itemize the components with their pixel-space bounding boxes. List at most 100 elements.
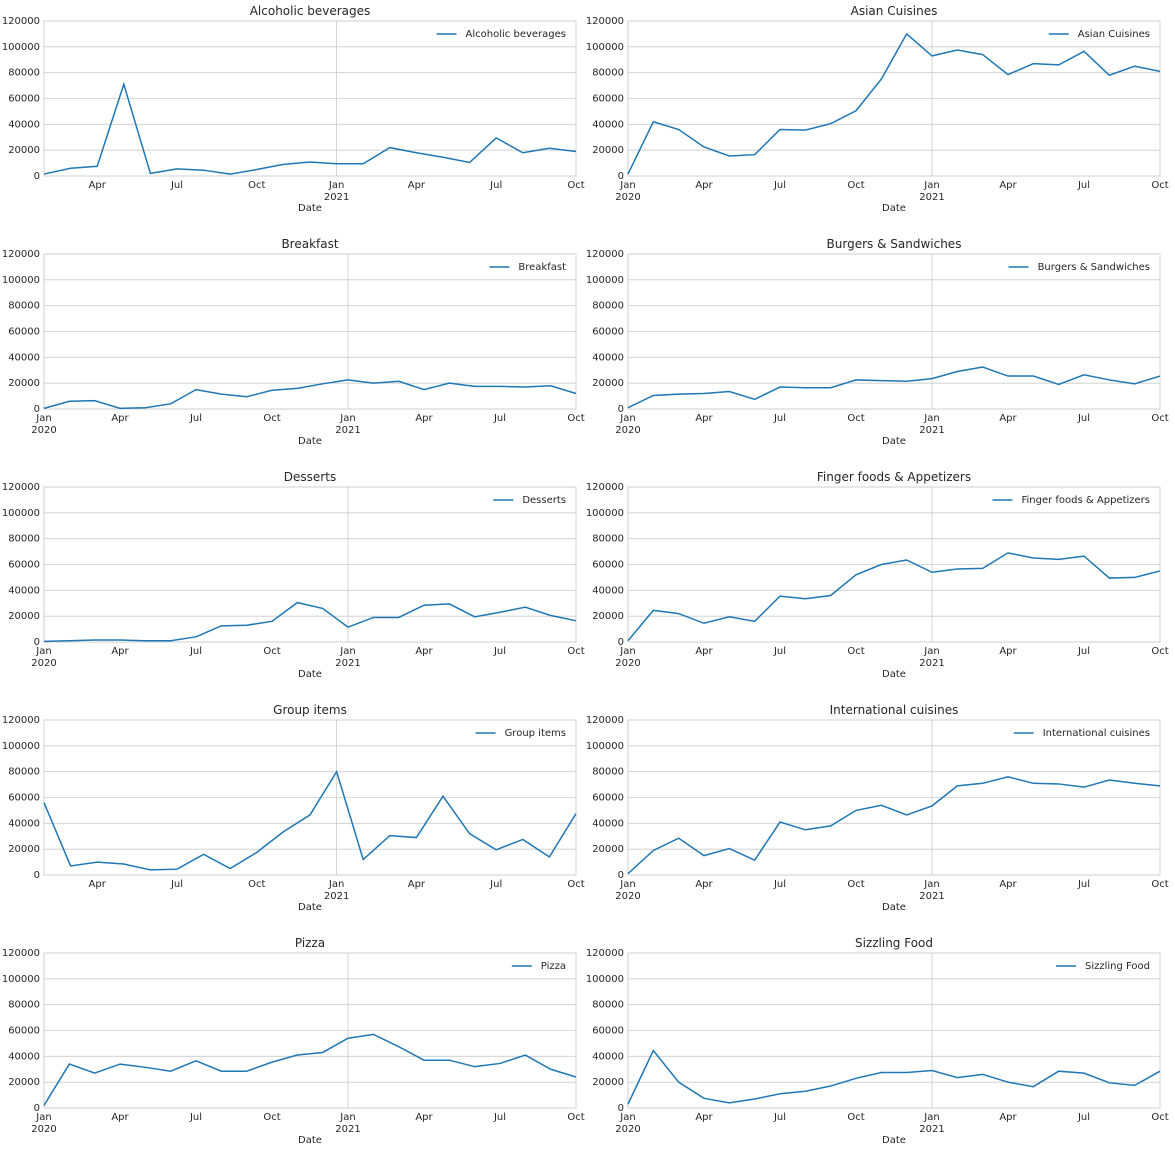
subplot-title: Alcoholic beverages xyxy=(250,4,371,18)
axes-frame xyxy=(43,486,577,643)
y-tick-label: 80000 xyxy=(592,767,624,778)
axes-frame xyxy=(627,952,1161,1109)
y-tick-label: 100000 xyxy=(2,275,40,286)
series-line xyxy=(627,32,1161,175)
x-tick-label: Apr xyxy=(999,646,1017,657)
x-tick-label: Apr xyxy=(999,413,1017,424)
y-tick-label: 0 xyxy=(618,1103,624,1114)
x-tick-label: Jan 2020 xyxy=(615,646,640,669)
y-tick-label: 40000 xyxy=(592,585,624,596)
y-tick-label: 20000 xyxy=(8,378,40,389)
x-tick-label: Jan 2021 xyxy=(919,180,944,203)
x-tick-label: Jan 2021 xyxy=(335,646,360,669)
series-line xyxy=(43,81,577,175)
series-line xyxy=(43,769,577,871)
y-tick-label: 120000 xyxy=(586,948,624,959)
x-tick-label: Jan 2020 xyxy=(615,413,640,436)
y-tick-label: 100000 xyxy=(2,42,40,53)
x-axis-label: Date xyxy=(298,669,322,680)
x-tick-label: Jul xyxy=(1077,879,1090,890)
axes-frame xyxy=(627,719,1161,876)
y-tick-label: 120000 xyxy=(586,16,624,27)
x-tick-label: Oct xyxy=(248,879,265,890)
x-axis-label: Date xyxy=(882,669,906,680)
y-tick-label: 20000 xyxy=(8,1077,40,1088)
y-tick-label: 0 xyxy=(34,1103,40,1114)
x-tick-label: Oct xyxy=(1151,646,1168,657)
y-tick-label: 100000 xyxy=(586,741,624,752)
x-axis-label: Date xyxy=(882,436,906,447)
x-tick-label: Jul xyxy=(773,1112,786,1123)
x-tick-label: Oct xyxy=(263,413,280,424)
y-tick-label: 80000 xyxy=(8,767,40,778)
axes-frame xyxy=(627,20,1161,177)
y-tick-label: 40000 xyxy=(592,1051,624,1062)
x-tick-label: Apr xyxy=(89,879,107,890)
axes-frame xyxy=(43,952,577,1109)
y-tick-label: 60000 xyxy=(8,94,40,105)
y-tick-label: 40000 xyxy=(592,119,624,130)
subplot: Breakfast 0 20000 40000 60000 80000 100000 1200… xyxy=(2,237,585,448)
x-tick-label: Apr xyxy=(415,646,433,657)
x-tick-label: Jan 2021 xyxy=(919,1112,944,1135)
x-tick-label: Apr xyxy=(695,646,713,657)
y-tick-label: 0 xyxy=(34,637,40,648)
x-tick-label: Oct xyxy=(567,879,584,890)
y-tick-label: 60000 xyxy=(8,327,40,338)
x-tick-label: Jul xyxy=(773,646,786,657)
y-tick-label: 120000 xyxy=(2,482,40,493)
x-tick-label: Oct xyxy=(263,646,280,657)
y-tick-label: 60000 xyxy=(592,327,624,338)
legend-label: Sizzling Food xyxy=(1085,961,1150,972)
x-tick-label: Jan 2020 xyxy=(31,1112,56,1135)
x-tick-label: Oct xyxy=(567,646,584,657)
axes-frame xyxy=(43,20,577,177)
series-line xyxy=(43,1033,577,1106)
y-tick-label: 80000 xyxy=(592,68,624,79)
x-tick-label: Jul xyxy=(1077,180,1090,191)
subplot-title: Finger foods & Appetizers xyxy=(817,470,971,484)
y-tick-label: 80000 xyxy=(8,301,40,312)
subplot: Finger foods & Appetizers 0 20000 40000 6000… xyxy=(586,470,1169,681)
x-tick-label: Jan 2021 xyxy=(335,1112,360,1135)
x-tick-label: Jul xyxy=(489,879,502,890)
x-tick-label: Apr xyxy=(408,879,426,890)
y-tick-label: 40000 xyxy=(8,1051,40,1062)
x-tick-label: Jul xyxy=(189,1112,202,1123)
x-tick-label: Jan 2021 xyxy=(324,879,349,902)
x-tick-label: Apr xyxy=(111,413,129,424)
y-tick-label: 120000 xyxy=(586,482,624,493)
y-tick-label: 100000 xyxy=(2,508,40,519)
y-tick-label: 120000 xyxy=(2,948,40,959)
legend-label: Pizza xyxy=(541,961,566,972)
y-tick-label: 0 xyxy=(618,637,624,648)
x-tick-label: Jan 2021 xyxy=(324,180,349,203)
legend-label: Alcoholic beverages xyxy=(466,29,566,40)
x-tick-label: Apr xyxy=(999,879,1017,890)
y-tick-label: 60000 xyxy=(592,560,624,571)
x-tick-label: Jan 2020 xyxy=(615,180,640,203)
subplot-title: Pizza xyxy=(295,936,325,950)
subplot-title: Group items xyxy=(273,703,347,717)
y-tick-label: 60000 xyxy=(8,560,40,571)
y-tick-label: 120000 xyxy=(586,249,624,260)
subplot: Asian Cuisines 0 20000 40000 60000 80000 10000… xyxy=(586,4,1169,215)
y-tick-label: 0 xyxy=(618,171,624,182)
x-tick-label: Apr xyxy=(695,1112,713,1123)
x-tick-label: Jan 2020 xyxy=(31,646,56,669)
y-tick-label: 80000 xyxy=(592,1000,624,1011)
subplot: Burgers & Sandwiches 0 20000 40000 60000 8000… xyxy=(586,237,1169,448)
x-tick-label: Oct xyxy=(567,1112,584,1123)
x-tick-label: Jan 2020 xyxy=(31,413,56,436)
axes-frame xyxy=(627,486,1161,643)
subplot-title: Desserts xyxy=(284,470,336,484)
legend-label: Finger foods & Appetizers xyxy=(1021,495,1150,506)
x-tick-label: Oct xyxy=(847,646,864,657)
y-tick-label: 60000 xyxy=(8,793,40,804)
subplot-title: International cuisines xyxy=(830,703,959,717)
x-tick-label: Jul xyxy=(1077,413,1090,424)
x-axis-label: Date xyxy=(298,203,322,214)
series-line xyxy=(627,552,1161,642)
x-tick-label: Apr xyxy=(695,180,713,191)
